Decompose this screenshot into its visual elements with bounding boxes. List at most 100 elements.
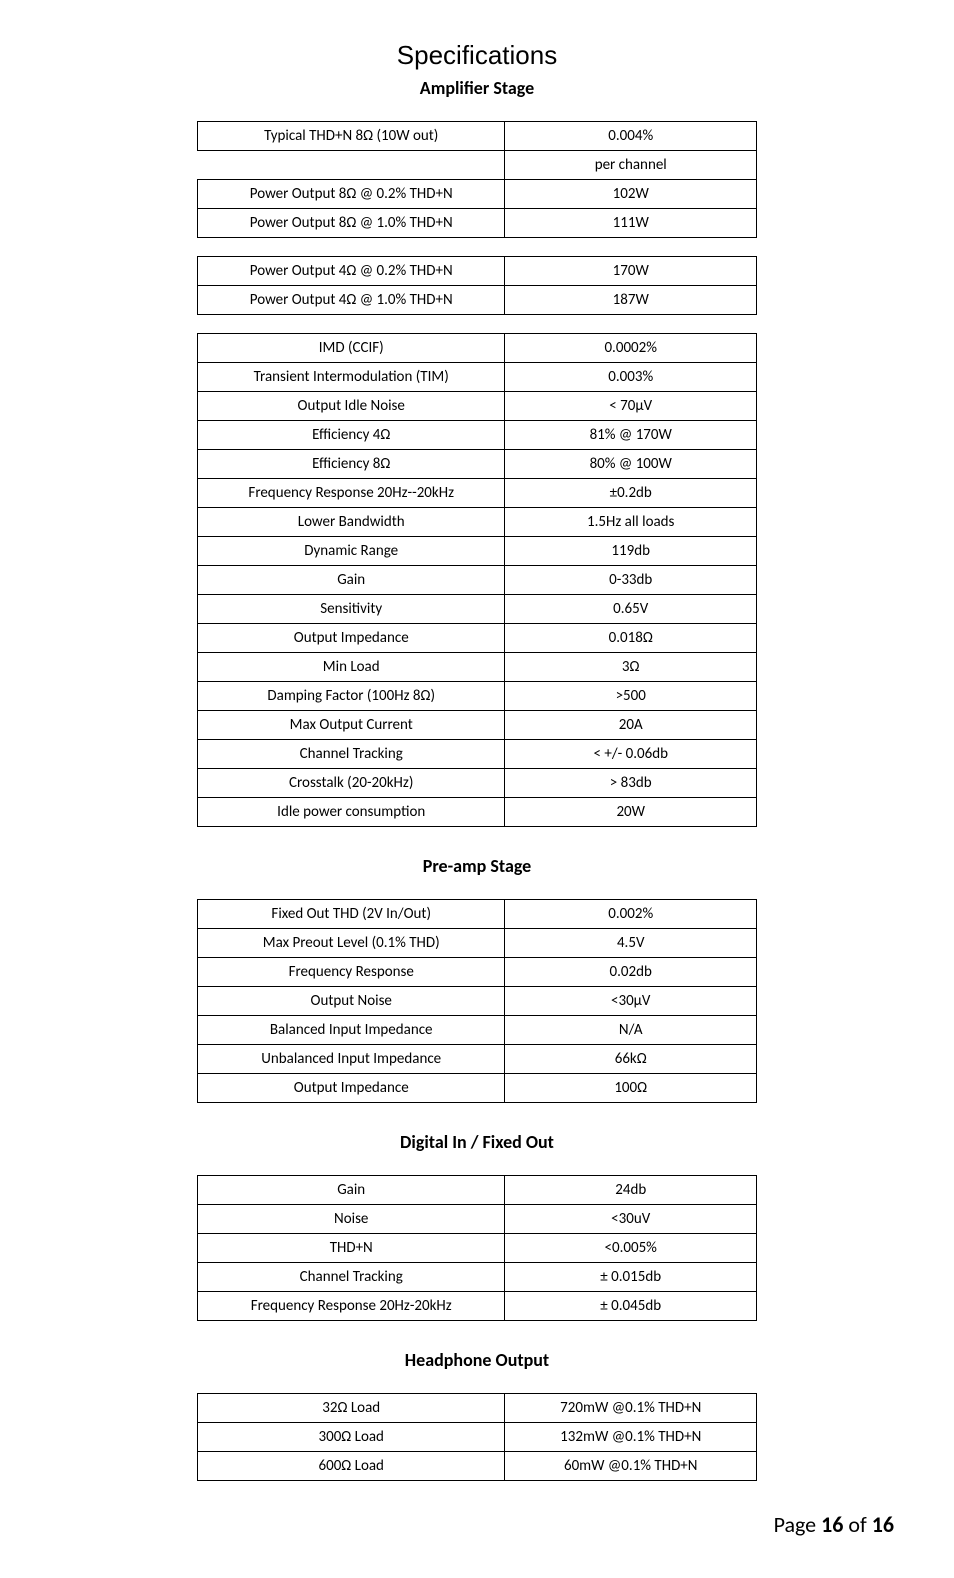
table-row: Power Output 8Ω @ 0.2% THD+N 102W (198, 180, 757, 209)
spec-value: 0.0002% (505, 334, 757, 363)
spec-value: 0.004% (505, 122, 757, 151)
spec-value: < +/- 0.06db (505, 740, 757, 769)
table-row: per channel (198, 151, 757, 180)
table-row: Efficiency 8Ω80% @ 100W (198, 450, 757, 479)
spec-label: Transient Intermodulation (TIM) (198, 363, 505, 392)
spec-value: per channel (505, 151, 757, 180)
footer-sep: of (843, 1511, 871, 1538)
table-row: 600Ω Load60mW @0.1% THD+N (198, 1452, 757, 1481)
spec-value: 0.018Ω (505, 624, 757, 653)
headphone-table: 32Ω Load720mW @0.1% THD+N 300Ω Load132mW… (197, 1393, 757, 1481)
spec-label: Output Impedance (198, 1074, 505, 1103)
spec-label: Gain (198, 1176, 505, 1205)
table-row: THD+N<0.005% (198, 1234, 757, 1263)
spec-value: 66kΩ (505, 1045, 757, 1074)
table-row: Damping Factor (100Hz 8Ω)>500 (198, 682, 757, 711)
table-row: Noise<30uV (198, 1205, 757, 1234)
spec-label: Min Load (198, 653, 505, 682)
spec-value: 80% @ 100W (505, 450, 757, 479)
spec-label (198, 151, 505, 180)
spec-label: Max Output Current (198, 711, 505, 740)
spec-label: IMD (CCIF) (198, 334, 505, 363)
spec-label: Frequency Response 20Hz--20kHz (198, 479, 505, 508)
table-row: Channel Tracking< +/- 0.06db (198, 740, 757, 769)
spec-value: 0.002% (505, 900, 757, 929)
spec-label: Power Output 4Ω @ 1.0% THD+N (198, 286, 505, 315)
amplifier-heading: Amplifier Stage (60, 77, 894, 99)
spec-label: Balanced Input Impedance (198, 1016, 505, 1045)
spec-value: 1.5Hz all loads (505, 508, 757, 537)
spec-value: <30µV (505, 987, 757, 1016)
footer-total: 16 (872, 1511, 894, 1538)
amplifier-table-3: IMD (CCIF)0.0002% Transient Intermodulat… (197, 333, 757, 827)
spec-label: 600Ω Load (198, 1452, 505, 1481)
footer-current: 16 (821, 1511, 843, 1538)
table-row: IMD (CCIF)0.0002% (198, 334, 757, 363)
spec-label: Damping Factor (100Hz 8Ω) (198, 682, 505, 711)
table-row: Power Output 8Ω @ 1.0% THD+N 111W (198, 209, 757, 238)
spec-value: 20A (505, 711, 757, 740)
spec-value: 81% @ 170W (505, 421, 757, 450)
spec-value: 132mW @0.1% THD+N (505, 1423, 757, 1452)
spec-label: Sensitivity (198, 595, 505, 624)
table-row: Max Preout Level (0.1% THD)4.5V (198, 929, 757, 958)
spec-value: >500 (505, 682, 757, 711)
spec-label: Crosstalk (20-20kHz) (198, 769, 505, 798)
table-row: Crosstalk (20-20kHz)> 83db (198, 769, 757, 798)
spec-value: 100Ω (505, 1074, 757, 1103)
headphone-heading: Headphone Output (60, 1349, 894, 1371)
spec-value: 720mW @0.1% THD+N (505, 1394, 757, 1423)
spec-label: Lower Bandwidth (198, 508, 505, 537)
table-row: Gain0-33db (198, 566, 757, 595)
spec-label: Unbalanced Input Impedance (198, 1045, 505, 1074)
spec-label: Output Impedance (198, 624, 505, 653)
table-row: 32Ω Load720mW @0.1% THD+N (198, 1394, 757, 1423)
spec-value: 187W (505, 286, 757, 315)
spec-label: Frequency Response 20Hz-20kHz (198, 1292, 505, 1321)
table-row: Sensitivity0.65V (198, 595, 757, 624)
table-row: Output Impedance100Ω (198, 1074, 757, 1103)
spec-label: Power Output 8Ω @ 0.2% THD+N (198, 180, 505, 209)
spec-value: 119db (505, 537, 757, 566)
spec-label: Output Noise (198, 987, 505, 1016)
spec-label: Gain (198, 566, 505, 595)
table-row: Output Idle Noise< 70µV (198, 392, 757, 421)
spec-label: Channel Tracking (198, 740, 505, 769)
spec-label: Typical THD+N 8Ω (10W out) (198, 122, 505, 151)
spec-value: 0.003% (505, 363, 757, 392)
table-row: Unbalanced Input Impedance66kΩ (198, 1045, 757, 1074)
table-row: Typical THD+N 8Ω (10W out) 0.004% (198, 122, 757, 151)
amplifier-table-2: Power Output 4Ω @ 0.2% THD+N 170W Power … (197, 256, 757, 315)
table-row: Channel Tracking± 0.015db (198, 1263, 757, 1292)
spec-value: 60mW @0.1% THD+N (505, 1452, 757, 1481)
table-row: Transient Intermodulation (TIM)0.003% (198, 363, 757, 392)
spec-value: <0.005% (505, 1234, 757, 1263)
spec-value: 0-33db (505, 566, 757, 595)
spec-value: 3Ω (505, 653, 757, 682)
table-row: Balanced Input ImpedanceN/A (198, 1016, 757, 1045)
spec-value: ± 0.045db (505, 1292, 757, 1321)
spec-label: Fixed Out THD (2V In/Out) (198, 900, 505, 929)
table-row: Frequency Response 20Hz-20kHz± 0.045db (198, 1292, 757, 1321)
spec-value: > 83db (505, 769, 757, 798)
spec-value: ± 0.015db (505, 1263, 757, 1292)
spec-value: ±0.2db (505, 479, 757, 508)
spec-value: 170W (505, 257, 757, 286)
spec-label: 32Ω Load (198, 1394, 505, 1423)
table-row: Efficiency 4Ω81% @ 170W (198, 421, 757, 450)
spec-value: 20W (505, 798, 757, 827)
table-row: Fixed Out THD (2V In/Out)0.002% (198, 900, 757, 929)
spec-label: Max Preout Level (0.1% THD) (198, 929, 505, 958)
spec-value: 102W (505, 180, 757, 209)
spec-value: < 70µV (505, 392, 757, 421)
spec-value: 24db (505, 1176, 757, 1205)
table-row: Frequency Response0.02db (198, 958, 757, 987)
spec-value: 0.65V (505, 595, 757, 624)
table-row: Frequency Response 20Hz--20kHz±0.2db (198, 479, 757, 508)
spec-label: 300Ω Load (198, 1423, 505, 1452)
spec-value: <30uV (505, 1205, 757, 1234)
table-row: 300Ω Load132mW @0.1% THD+N (198, 1423, 757, 1452)
spec-label: Channel Tracking (198, 1263, 505, 1292)
amplifier-table-1: Typical THD+N 8Ω (10W out) 0.004% per ch… (197, 121, 757, 238)
spec-value: 0.02db (505, 958, 757, 987)
